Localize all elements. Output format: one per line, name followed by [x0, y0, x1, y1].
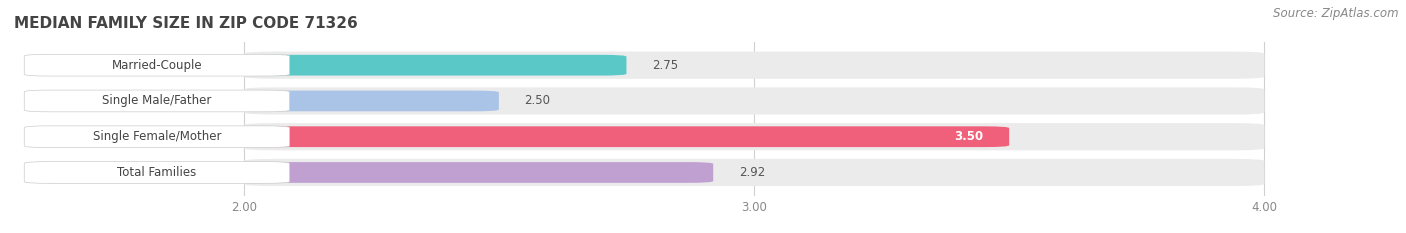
Text: 2.92: 2.92 [738, 166, 765, 179]
FancyBboxPatch shape [24, 162, 290, 183]
FancyBboxPatch shape [24, 126, 290, 147]
FancyBboxPatch shape [243, 87, 1264, 115]
Text: Single Male/Father: Single Male/Father [103, 94, 212, 107]
FancyBboxPatch shape [243, 123, 1264, 150]
Text: MEDIAN FAMILY SIZE IN ZIP CODE 71326: MEDIAN FAMILY SIZE IN ZIP CODE 71326 [14, 16, 357, 31]
Text: 2.50: 2.50 [524, 94, 550, 107]
FancyBboxPatch shape [243, 51, 1264, 79]
FancyBboxPatch shape [243, 91, 499, 111]
FancyBboxPatch shape [24, 54, 290, 76]
Text: Married-Couple: Married-Couple [111, 59, 202, 72]
Text: 3.50: 3.50 [955, 130, 984, 143]
Text: Single Female/Mother: Single Female/Mother [93, 130, 221, 143]
Text: Source: ZipAtlas.com: Source: ZipAtlas.com [1274, 7, 1399, 20]
FancyBboxPatch shape [243, 162, 713, 183]
FancyBboxPatch shape [243, 159, 1264, 186]
FancyBboxPatch shape [24, 90, 290, 112]
Text: Total Families: Total Families [117, 166, 197, 179]
Text: 2.75: 2.75 [652, 59, 678, 72]
FancyBboxPatch shape [243, 55, 627, 75]
FancyBboxPatch shape [243, 126, 1010, 147]
